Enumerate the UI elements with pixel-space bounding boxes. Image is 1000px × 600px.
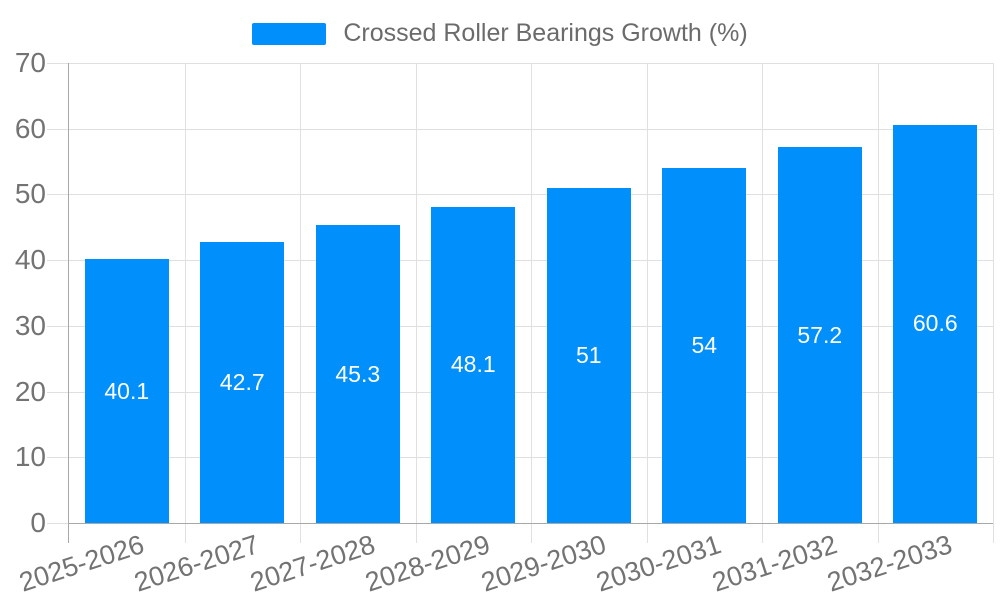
gridline-v xyxy=(300,63,301,543)
bar[interactable]: 51 xyxy=(546,187,631,523)
bar-value-label: 51 xyxy=(575,341,602,368)
gridline-h xyxy=(47,260,993,262)
gridline-h xyxy=(47,391,993,393)
bar[interactable]: 60.6 xyxy=(893,124,978,523)
gridline-v xyxy=(877,63,879,543)
bar[interactable]: 40.1 xyxy=(84,259,169,523)
bar-value-label: 57.2 xyxy=(797,321,843,348)
gridline-v xyxy=(184,63,186,543)
bar-value-label: 40.1 xyxy=(104,377,150,404)
y-axis-line xyxy=(68,63,69,543)
gridline-v xyxy=(762,63,763,543)
bar[interactable]: 57.2 xyxy=(777,147,862,523)
y-tick-label: 50 xyxy=(14,178,46,210)
gridline-v xyxy=(993,63,994,543)
bar-value-label: 54 xyxy=(691,332,718,359)
y-tick-label: 60 xyxy=(14,112,46,144)
bar[interactable]: 42.7 xyxy=(200,242,285,523)
gridline-h xyxy=(47,325,993,327)
legend-label: Crossed Roller Bearings Growth (%) xyxy=(343,19,748,47)
bar[interactable]: 45.3 xyxy=(315,225,400,523)
bar-value-label: 42.7 xyxy=(219,369,265,396)
y-tick-label: 0 xyxy=(30,507,46,538)
y-tick-label: 10 xyxy=(14,441,46,473)
y-tick-label: 20 xyxy=(14,375,46,407)
bar-value-label: 45.3 xyxy=(335,360,381,387)
gridline-v xyxy=(415,63,417,543)
gridline-h xyxy=(47,194,993,196)
bar[interactable]: 54 xyxy=(662,168,747,523)
bar[interactable]: 48.1 xyxy=(431,206,516,523)
y-tick-label: 30 xyxy=(14,309,46,341)
gridline-v xyxy=(531,63,532,543)
legend-item[interactable]: Crossed Roller Bearings Growth (%) xyxy=(0,21,1000,46)
gridline-h xyxy=(47,128,993,130)
x-axis-line xyxy=(69,523,993,524)
gridline-v xyxy=(646,63,648,543)
gridline-h xyxy=(47,457,993,459)
y-tick-label: 70 xyxy=(14,47,46,78)
bar-value-label: 48.1 xyxy=(450,351,496,378)
gridline-h xyxy=(47,63,993,64)
y-tick-label: 40 xyxy=(14,244,46,276)
legend-swatch xyxy=(252,22,327,45)
bar-value-label: 60.6 xyxy=(912,310,958,337)
